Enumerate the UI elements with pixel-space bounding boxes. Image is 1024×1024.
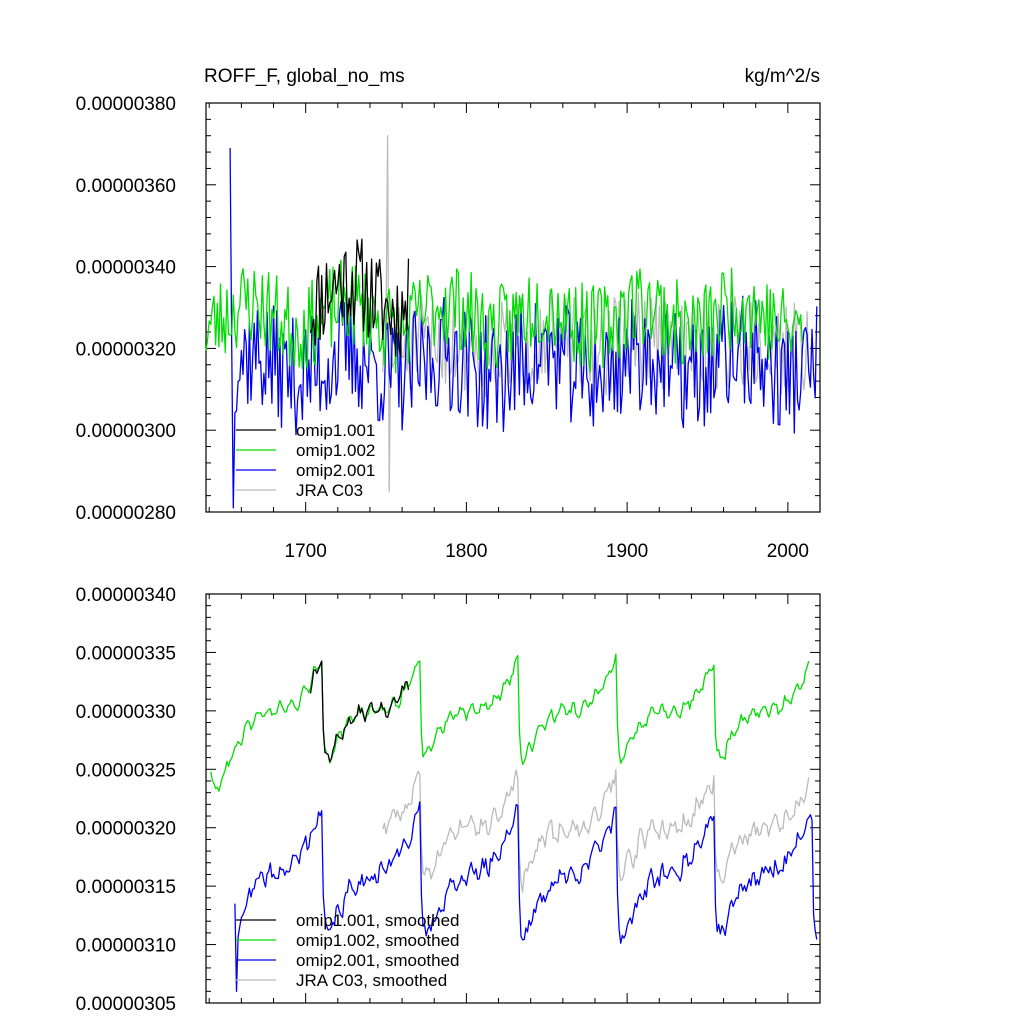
top-chart-units: kg/m^2/s xyxy=(745,66,820,87)
y-tick-label: 0.00000340 xyxy=(76,258,176,279)
y-tick-label: 0.00000300 xyxy=(76,421,176,442)
legend-label: omip1.001 xyxy=(296,421,375,440)
y-tick-label: 0.00000310 xyxy=(76,936,176,957)
top-chart-title: ROFF_F, global_no_ms xyxy=(204,66,405,87)
x-tick-label: 1800 xyxy=(445,541,487,562)
series-line-0 xyxy=(309,660,410,763)
legend-label: JRA C03 xyxy=(296,481,363,500)
top-series-group xyxy=(205,135,818,509)
x-tick-label: 1700 xyxy=(285,541,327,562)
y-tick-label: 0.00000305 xyxy=(76,994,176,1015)
y-tick-label: 0.00000325 xyxy=(76,760,176,781)
series-line-2 xyxy=(229,147,818,509)
y-tick-label: 0.00000335 xyxy=(76,643,176,664)
bottom-panel: 0.00000305 0.00000310 0.00000315 0.00000320… xyxy=(76,585,821,1015)
x-tick-label: 2000 xyxy=(767,541,809,562)
legend-label: omip2.001 xyxy=(296,461,375,480)
legend-label: omip1.002 xyxy=(296,441,375,460)
y-tick-label: 0.00000280 xyxy=(76,503,176,524)
y-tick-label: 0.00000360 xyxy=(76,176,176,197)
top-panel: ROFF_F, global_no_ms kg/m^2/s 0.00000280… xyxy=(76,66,821,562)
series-line-1 xyxy=(210,653,810,792)
bottom-series-group xyxy=(210,653,818,992)
y-tick-label: 0.00000340 xyxy=(76,585,176,606)
x-tick-label: 1900 xyxy=(606,541,648,562)
top-ticks: 0.00000280 0.00000300 0.00000320 0.00000340… xyxy=(76,94,821,562)
legend-label: omip1.001, smoothed xyxy=(296,911,460,930)
series-line-1 xyxy=(205,259,803,374)
bottom-ticks: 0.00000305 0.00000310 0.00000315 0.00000320… xyxy=(76,585,821,1015)
bottom-plot-frame xyxy=(205,593,821,1004)
y-tick-label: 0.00000320 xyxy=(76,819,176,840)
y-tick-label: 0.00000330 xyxy=(76,702,176,723)
y-tick-label: 0.00000320 xyxy=(76,339,176,360)
legend-label: omip2.001, smoothed xyxy=(296,951,460,970)
y-tick-label: 0.00000380 xyxy=(76,94,176,115)
series-line-2 xyxy=(234,801,818,992)
legend-label: JRA C03, smoothed xyxy=(296,971,447,990)
series-line-3 xyxy=(382,768,810,893)
series-line-0 xyxy=(309,238,410,358)
legend-label: omip1.002, smoothed xyxy=(296,931,460,950)
y-tick-label: 0.00000315 xyxy=(76,877,176,898)
